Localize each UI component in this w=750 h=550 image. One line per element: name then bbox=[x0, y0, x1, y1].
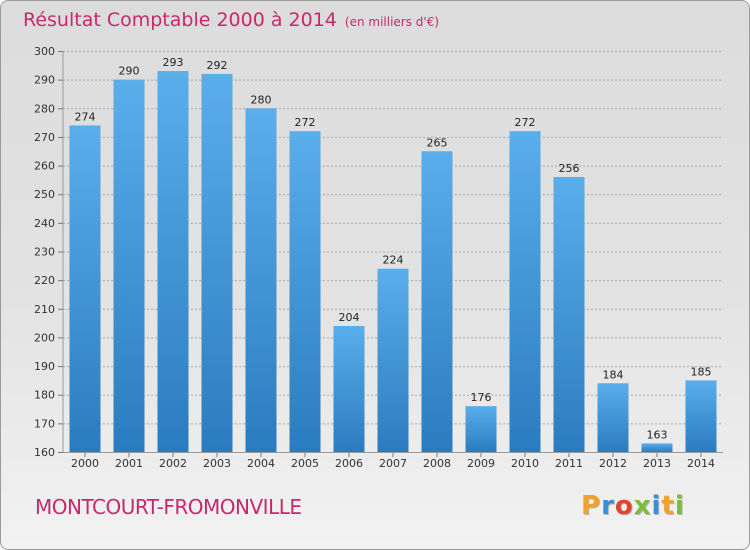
x-tick-label: 2013 bbox=[643, 457, 671, 470]
data-label: 185 bbox=[691, 365, 712, 378]
data-label: 274 bbox=[75, 110, 96, 123]
chart-title: Résultat Comptable 2000 à 2014 (en millie… bbox=[23, 9, 439, 31]
y-tick-label: 290 bbox=[34, 74, 55, 87]
logo-letter: i bbox=[674, 491, 685, 521]
logo-letter: P bbox=[581, 491, 602, 521]
bar bbox=[245, 108, 277, 453]
logo-letter: r bbox=[601, 491, 615, 521]
y-tick-label: 200 bbox=[34, 331, 55, 344]
logo-letter: x bbox=[633, 491, 652, 521]
y-tick-label: 210 bbox=[34, 303, 55, 316]
y-tick-label: 240 bbox=[34, 217, 55, 230]
logo-letter: o bbox=[614, 491, 634, 521]
x-tick-label: 2010 bbox=[511, 457, 539, 470]
x-tick-label: 2000 bbox=[71, 457, 99, 470]
data-label: 184 bbox=[603, 368, 624, 381]
y-tick-label: 270 bbox=[34, 131, 55, 144]
bar bbox=[377, 268, 409, 452]
data-label: 204 bbox=[339, 311, 360, 324]
bar bbox=[465, 406, 497, 452]
data-label: 163 bbox=[647, 428, 668, 441]
proxiti-logo: Proxiti bbox=[581, 491, 685, 521]
commune-name: MONTCOURT-FROMONVILLE bbox=[35, 495, 302, 519]
bar bbox=[157, 71, 189, 453]
y-tick-label: 190 bbox=[34, 360, 55, 373]
x-tick-label: 2001 bbox=[115, 457, 143, 470]
data-label: 272 bbox=[515, 116, 536, 129]
y-tick-label: 180 bbox=[34, 389, 55, 402]
bar bbox=[553, 177, 585, 452]
data-label: 256 bbox=[559, 162, 580, 175]
x-tick-label: 2003 bbox=[203, 457, 231, 470]
title-text: Résultat Comptable 2000 à 2014 bbox=[23, 9, 337, 31]
bar bbox=[685, 380, 717, 452]
data-label: 176 bbox=[471, 391, 492, 404]
x-tick-label: 2007 bbox=[379, 457, 407, 470]
data-label: 280 bbox=[251, 93, 272, 106]
logo-letter: i bbox=[651, 491, 662, 521]
bar bbox=[289, 131, 321, 452]
x-tick-label: 2014 bbox=[687, 457, 715, 470]
data-label: 265 bbox=[427, 136, 448, 149]
x-tick-label: 2005 bbox=[291, 457, 319, 470]
logo-letter: t bbox=[661, 491, 675, 521]
y-tick-label: 160 bbox=[34, 446, 55, 459]
bar bbox=[113, 79, 145, 453]
y-tick-label: 280 bbox=[34, 102, 55, 115]
data-label: 292 bbox=[207, 59, 228, 72]
bar bbox=[333, 325, 365, 452]
y-tick-label: 230 bbox=[34, 246, 55, 259]
y-tick-label: 250 bbox=[34, 188, 55, 201]
x-tick-label: 2008 bbox=[423, 457, 451, 470]
x-tick-label: 2012 bbox=[599, 457, 627, 470]
y-tick-label: 300 bbox=[34, 45, 55, 58]
y-tick-label: 170 bbox=[34, 417, 55, 430]
bar bbox=[641, 443, 673, 452]
y-tick-label: 220 bbox=[34, 274, 55, 287]
data-label: 293 bbox=[163, 56, 184, 69]
x-tick-label: 2011 bbox=[555, 457, 583, 470]
data-label: 224 bbox=[383, 254, 404, 267]
bar bbox=[69, 125, 101, 452]
x-tick-label: 2004 bbox=[247, 457, 275, 470]
x-tick-label: 2009 bbox=[467, 457, 495, 470]
x-tick-label: 2002 bbox=[159, 457, 187, 470]
x-tick-label: 2006 bbox=[335, 457, 363, 470]
bar bbox=[597, 383, 629, 452]
data-label: 272 bbox=[295, 116, 316, 129]
y-tick-label: 260 bbox=[34, 160, 55, 173]
title-unit: (en milliers d'€) bbox=[344, 15, 440, 29]
bar bbox=[421, 151, 453, 452]
data-label: 290 bbox=[119, 65, 140, 78]
bar bbox=[201, 73, 233, 453]
bar bbox=[509, 131, 541, 452]
